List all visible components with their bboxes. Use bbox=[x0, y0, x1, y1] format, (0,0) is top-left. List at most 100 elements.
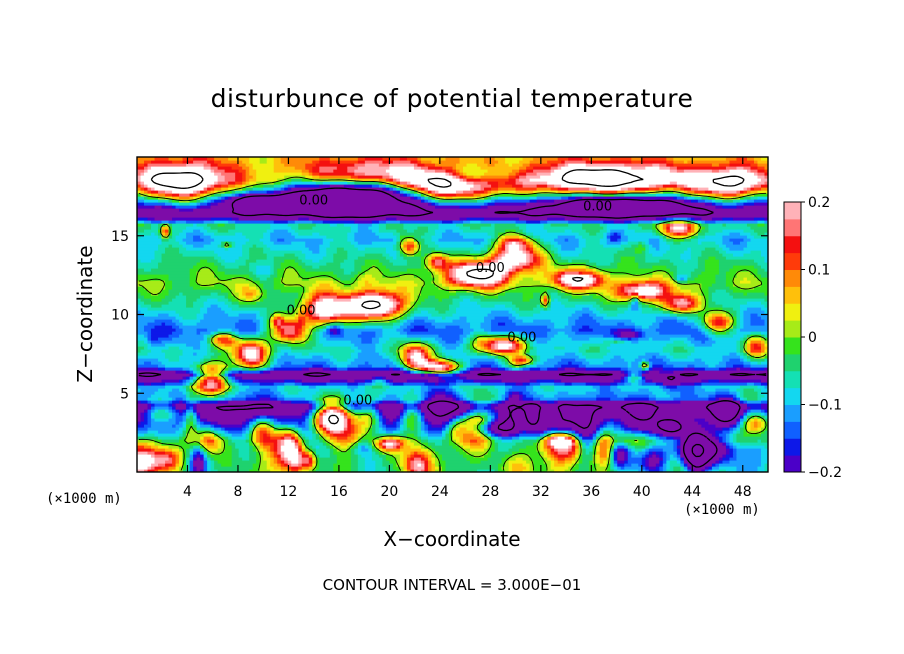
heatmap-cell bbox=[242, 367, 250, 371]
heatmap-cell bbox=[200, 442, 205, 446]
heatmap-cell bbox=[427, 439, 443, 443]
heatmap-cell bbox=[280, 421, 299, 425]
heatmap-cell bbox=[743, 400, 748, 404]
heatmap-cell bbox=[592, 457, 597, 461]
heatmap-cell bbox=[333, 259, 345, 263]
heatmap-cell bbox=[459, 421, 468, 425]
heatmap-cell bbox=[631, 379, 636, 383]
heatmap-cell bbox=[207, 259, 219, 263]
heatmap-cell bbox=[519, 340, 524, 344]
heatmap-cell bbox=[540, 382, 555, 386]
heatmap-cell bbox=[554, 265, 569, 269]
heatmap-cell bbox=[568, 466, 573, 470]
heatmap-cell bbox=[319, 457, 338, 461]
heatmap-cell bbox=[578, 349, 587, 353]
heatmap-cell bbox=[599, 430, 604, 434]
heatmap-cell bbox=[494, 469, 499, 472]
heatmap-cell bbox=[680, 289, 692, 293]
heatmap-cell bbox=[424, 283, 436, 287]
heatmap-cell bbox=[620, 283, 629, 287]
heatmap-cell bbox=[473, 286, 482, 290]
heatmap-cell bbox=[385, 430, 394, 434]
heatmap-cell bbox=[427, 442, 436, 446]
heatmap-cell bbox=[666, 343, 688, 347]
heatmap-cell bbox=[624, 466, 643, 470]
heatmap-cell bbox=[259, 469, 271, 472]
heatmap-cell bbox=[533, 337, 552, 341]
heatmap-cell bbox=[210, 460, 215, 464]
heatmap-cell bbox=[512, 307, 520, 311]
heatmap-cell bbox=[494, 439, 503, 443]
heatmap-cell bbox=[315, 304, 394, 308]
heatmap-cell bbox=[228, 292, 233, 296]
heatmap-cell bbox=[739, 355, 745, 359]
heatmap-cell bbox=[722, 319, 727, 323]
heatmap-cell bbox=[200, 367, 205, 371]
heatmap-cell bbox=[273, 319, 278, 323]
heatmap-cell bbox=[399, 307, 405, 311]
heatmap-cell bbox=[540, 265, 548, 269]
heatmap-cell bbox=[760, 418, 766, 422]
heatmap-cell bbox=[641, 382, 657, 386]
heatmap-cell bbox=[613, 421, 622, 425]
heatmap-cell bbox=[729, 310, 738, 314]
heatmap-cell bbox=[638, 382, 643, 386]
heatmap-cell bbox=[575, 331, 611, 335]
heatmap-cell bbox=[466, 394, 475, 398]
heatmap-cell bbox=[617, 457, 625, 461]
heatmap-cell bbox=[441, 283, 447, 287]
heatmap-cell bbox=[357, 430, 362, 434]
heatmap-cell bbox=[329, 454, 338, 458]
heatmap-cell bbox=[434, 352, 440, 356]
heatmap-cell bbox=[491, 418, 496, 422]
heatmap-cell bbox=[305, 340, 310, 344]
heatmap-cell bbox=[718, 268, 731, 272]
heatmap-cell bbox=[652, 454, 657, 458]
heatmap-cell bbox=[235, 325, 257, 329]
heatmap-cell bbox=[760, 337, 766, 341]
heatmap-cell bbox=[687, 463, 713, 467]
heatmap-cell bbox=[533, 268, 548, 272]
heatmap-cell bbox=[722, 427, 731, 431]
heatmap-cell bbox=[739, 319, 745, 323]
heatmap-cell bbox=[137, 334, 145, 338]
heatmap-cell bbox=[298, 331, 303, 335]
heatmap-cell bbox=[207, 307, 222, 311]
heatmap-cell bbox=[561, 358, 576, 362]
heatmap-cell bbox=[498, 343, 513, 347]
heatmap-cell bbox=[259, 430, 268, 434]
heatmap-cell bbox=[568, 286, 573, 290]
heatmap-cell bbox=[427, 379, 440, 383]
heatmap-cell bbox=[256, 427, 261, 431]
heatmap-cell bbox=[718, 262, 759, 266]
heatmap-cell bbox=[704, 304, 710, 308]
heatmap-cell bbox=[669, 292, 674, 296]
heatmap-cell bbox=[406, 361, 412, 365]
heatmap-cell bbox=[147, 352, 166, 356]
heatmap-cell bbox=[210, 343, 215, 347]
heatmap-cell bbox=[470, 343, 475, 347]
heatmap-cell bbox=[343, 418, 348, 422]
heatmap-cell bbox=[491, 442, 496, 446]
heatmap-cell bbox=[389, 418, 394, 422]
heatmap-cell bbox=[575, 448, 580, 452]
heatmap-cell bbox=[434, 268, 440, 272]
heatmap-cell bbox=[417, 295, 429, 299]
heatmap-cell bbox=[151, 400, 170, 404]
heatmap-cell bbox=[760, 280, 768, 284]
heatmap-cell bbox=[277, 463, 282, 467]
heatmap-cell bbox=[715, 316, 724, 320]
heatmap-cell bbox=[210, 346, 215, 350]
heatmap-cell bbox=[470, 364, 475, 368]
heatmap-cell bbox=[231, 379, 236, 383]
heatmap-cell bbox=[266, 310, 275, 314]
heatmap-cell bbox=[519, 397, 524, 401]
heatmap-cell bbox=[547, 442, 552, 446]
heatmap-cell bbox=[147, 418, 152, 422]
heatmap-cell bbox=[456, 442, 461, 446]
heatmap-cell bbox=[210, 358, 233, 362]
heatmap-cell bbox=[350, 418, 355, 422]
heatmap-cell bbox=[603, 334, 615, 338]
heatmap-cell bbox=[158, 367, 166, 371]
heatmap-cell bbox=[203, 313, 229, 317]
